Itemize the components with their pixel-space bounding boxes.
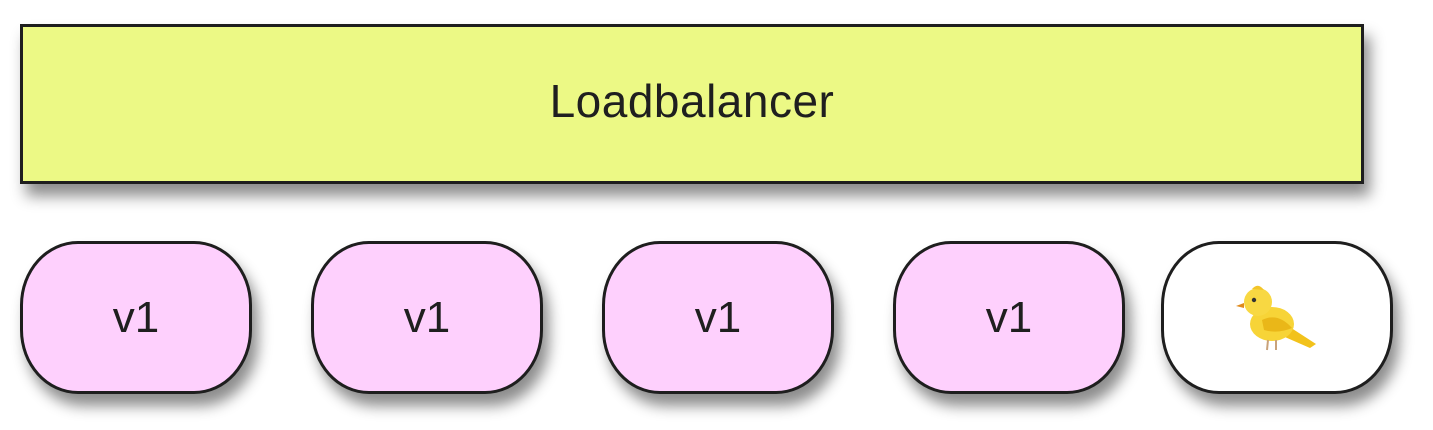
instance-version-label: v1: [694, 292, 742, 342]
instance-version-label: v1: [112, 292, 160, 342]
instance-node-v1: v1: [20, 241, 252, 394]
instance-version-label: v1: [403, 292, 451, 342]
instance-node-v1: v1: [893, 241, 1125, 394]
canary-bird-icon: [1232, 278, 1322, 358]
instance-version-label: v1: [985, 292, 1033, 342]
loadbalancer-label: Loadbalancer: [549, 75, 835, 127]
instance-node-v1: v1: [311, 241, 543, 394]
instance-node-v1: v1: [602, 241, 834, 394]
loadbalancer-box: Loadbalancer: [20, 24, 1364, 184]
instance-node-canary: [1161, 241, 1393, 394]
